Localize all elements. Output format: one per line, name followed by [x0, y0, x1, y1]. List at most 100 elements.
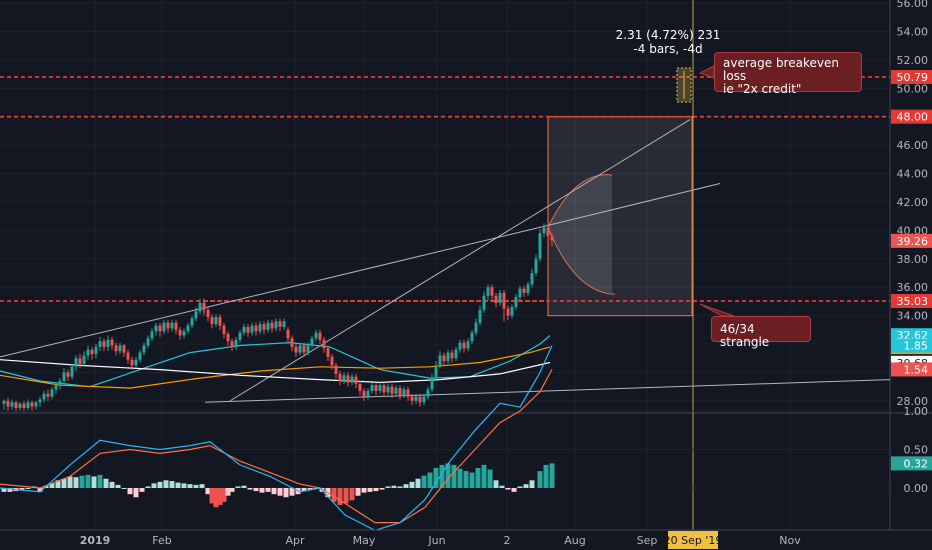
candle [170, 319, 174, 332]
candle-body [494, 295, 498, 303]
histogram-bar [67, 476, 73, 488]
price-tag-label: 39.26 [897, 235, 929, 248]
price-tick-label: 36.00 [897, 281, 929, 294]
candle-body [94, 346, 98, 354]
trendline [0, 225, 546, 358]
price-axis[interactable]: 56.00 54.00 52.00 50.00 48.00 46.00 44.00 42.00… [891, 0, 932, 495]
candle-body [146, 338, 150, 346]
time-tick-label: May [353, 534, 376, 547]
histogram-bar [79, 475, 85, 488]
candle-body [218, 317, 222, 326]
histogram-bar [343, 488, 349, 504]
histogram-bar [391, 485, 397, 488]
osc-value-tag: 1.54 [891, 362, 932, 377]
candle-body [162, 322, 166, 332]
candle-body [66, 372, 70, 377]
moving-averages [0, 335, 551, 389]
candle [430, 373, 434, 393]
candle [450, 349, 454, 363]
candle [314, 329, 318, 342]
candle-body [98, 341, 102, 347]
price-tick-label: 28.00 [897, 395, 929, 408]
candle [470, 329, 474, 345]
candle [198, 298, 202, 315]
time-axis[interactable]: 2019 Feb Apr May Jun 2 Aug Sep Nov 20 Sep '19 [0, 529, 932, 550]
candle [214, 314, 218, 327]
candle [370, 382, 374, 394]
candle [502, 290, 506, 322]
candle [270, 319, 274, 333]
histogram-bar [175, 482, 181, 488]
candle [90, 346, 94, 360]
candle [442, 352, 446, 366]
candle [294, 344, 298, 357]
moving-average-line [0, 346, 551, 389]
price-tag-bg [891, 233, 932, 248]
candle-body [482, 295, 486, 310]
candle-body [414, 396, 418, 401]
candle [366, 388, 370, 400]
histogram-bar [481, 464, 487, 488]
candle [546, 224, 550, 242]
histogram-bar [151, 483, 157, 488]
candle-body [382, 385, 386, 393]
candle-body [178, 329, 182, 336]
candle-body [374, 385, 378, 391]
candle-body [258, 324, 262, 332]
histogram-bar [409, 481, 415, 488]
candle-body [354, 376, 358, 384]
histogram-bar [217, 488, 223, 505]
candle-body [518, 288, 522, 298]
candle-body [194, 311, 198, 319]
histogram-bar [361, 488, 367, 493]
candle [222, 322, 226, 339]
histogram-bar [433, 467, 439, 488]
trendlines [0, 119, 891, 403]
candle-body [118, 345, 122, 352]
candle [94, 344, 98, 359]
candle-body [22, 403, 26, 408]
osc-tick-label: 0.50 [904, 444, 929, 457]
time-tick-label: Nov [779, 534, 801, 547]
price-tag-bg [891, 293, 932, 308]
candle [522, 285, 526, 298]
candle-body [550, 236, 554, 241]
candle-body [6, 400, 10, 407]
candle [2, 399, 6, 410]
price-tag-label: 48.00 [897, 111, 929, 124]
candle-body [62, 372, 66, 381]
candle-body [546, 227, 550, 237]
candle [42, 390, 46, 403]
histogram-bar [277, 488, 283, 496]
candle-body [30, 402, 34, 407]
candle [126, 349, 130, 364]
candle [230, 338, 234, 352]
candle [498, 290, 502, 306]
histogram-bar [229, 488, 235, 492]
candle [458, 339, 462, 353]
candle-body [410, 396, 414, 401]
candle [82, 351, 86, 367]
strangle-callout[interactable]: 46/34 strangle [711, 316, 811, 349]
trendline [229, 119, 691, 402]
measure-label-line2: -4 bars, -4d [633, 42, 703, 56]
breakeven-loss-callout[interactable]: average breakeven loss ie "2x credit" [714, 52, 862, 96]
candle-body [266, 322, 270, 330]
histogram-bar [199, 484, 205, 488]
candle [422, 393, 426, 406]
candle-body [114, 345, 118, 352]
histogram-bar [543, 464, 549, 488]
candle-body [110, 339, 114, 346]
candle-body [310, 338, 314, 346]
candle-body [250, 325, 254, 333]
time-tick-label: 2019 [80, 534, 111, 547]
candle-body [462, 342, 466, 349]
candle-body [490, 287, 494, 296]
candle-body [230, 341, 234, 347]
candle-body [242, 326, 246, 333]
histogram-bar [247, 488, 253, 490]
candle [58, 378, 62, 390]
time-tick-label: Apr [285, 534, 305, 547]
